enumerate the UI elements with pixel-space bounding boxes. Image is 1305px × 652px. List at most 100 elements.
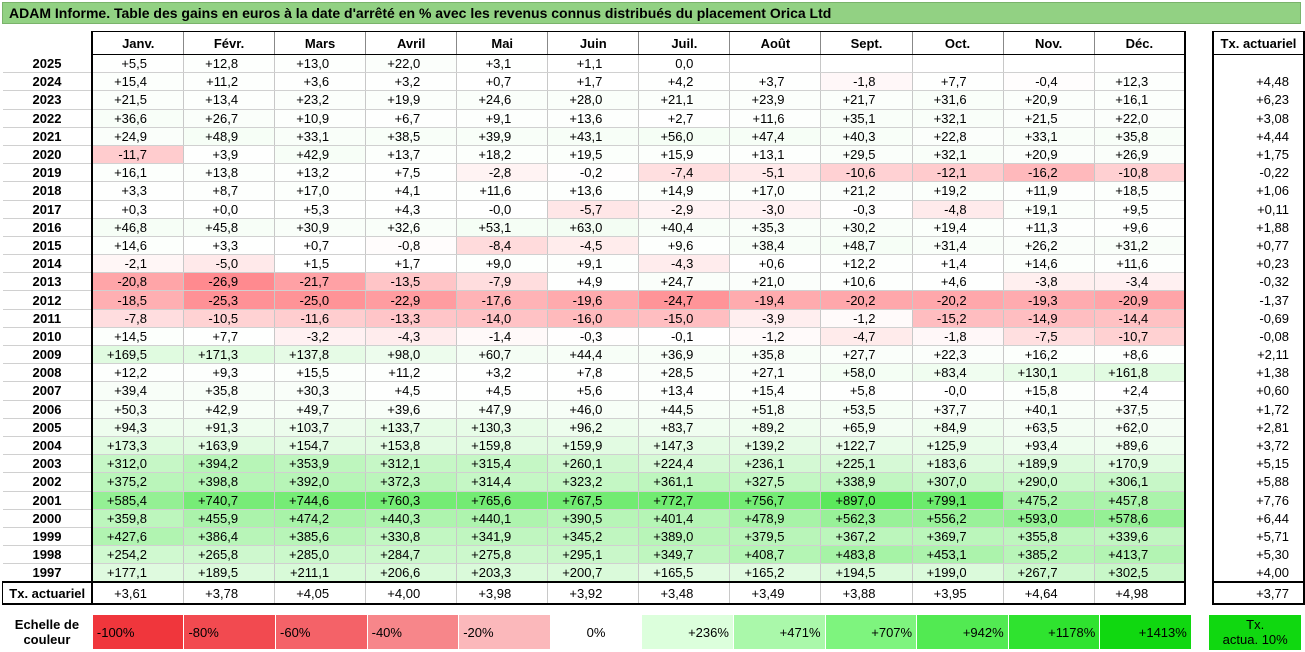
- value-cell: +153,8: [365, 436, 457, 456]
- value-cell: +1,4: [911, 254, 1004, 274]
- value-cell: +306,1: [1093, 472, 1187, 492]
- ta-cell: +0,11: [1211, 200, 1305, 219]
- ta-cell: +3,08: [1211, 109, 1305, 128]
- footer-cell: +4,98: [1093, 581, 1187, 606]
- value-cell: +260,1: [547, 454, 639, 474]
- table-row: 2023 +21,5 +13,4 +23,2 +19,9 +24,6 +28,0 +21,1 +…: [2, 90, 1305, 110]
- value-cell: -14,4: [1093, 309, 1187, 328]
- value-cell: +125,9: [911, 436, 1004, 456]
- value-cell: +53,5: [820, 400, 912, 419]
- value-cell: -24,7: [638, 290, 730, 310]
- value-cell: -11,6: [274, 309, 366, 328]
- value-cell: -0,1: [638, 327, 730, 347]
- value-cell: +4,5: [456, 381, 548, 401]
- value-cell: +159,8: [456, 436, 548, 456]
- value-cell: +44,5: [638, 400, 730, 419]
- value-cell: +46,8: [91, 218, 184, 237]
- value-cell: +386,4: [182, 527, 275, 547]
- footer-ta-cell: +3,77: [1211, 581, 1305, 606]
- value-cell: +453,1: [911, 545, 1004, 565]
- page-title: ADAM Informe. Table des gains en euros à…: [2, 2, 1301, 24]
- value-cell: +367,2: [820, 527, 912, 547]
- footer-cell: +3,95: [911, 581, 1004, 606]
- value-cell: +897,0: [820, 491, 912, 510]
- value-cell: +31,6: [911, 90, 1004, 110]
- column-gap: [1185, 200, 1213, 218]
- value-cell: +323,2: [547, 472, 639, 492]
- value-cell: +62,0: [1093, 418, 1187, 437]
- footer-cell: +4,05: [274, 581, 366, 606]
- value-cell: +349,7: [638, 545, 730, 565]
- column-gap: [1185, 236, 1213, 254]
- scale-swatch: 0%: [549, 614, 643, 650]
- table-row: 2021 +24,9 +48,9 +33,1 +38,5 +39,9 +43,1 +56,0 +…: [2, 127, 1305, 146]
- color-scale: Echelle de couleur -100% -80% -60% -40% -20%…: [2, 614, 1301, 650]
- table-row: 2019 +16,1 +13,8 +13,2 +7,5 -2,8 -0,2 -7,4 -5,1-…: [2, 163, 1305, 183]
- value-cell: [820, 54, 912, 74]
- value-cell: +16,1: [91, 163, 184, 183]
- value-cell: -20,8: [91, 272, 184, 292]
- column-gap: [1185, 109, 1213, 127]
- value-cell: +327,5: [729, 472, 821, 492]
- value-cell: +5,6: [547, 381, 639, 401]
- value-cell: -15,2: [911, 309, 1004, 328]
- month-header: Août: [729, 31, 821, 55]
- year-cell: 2021: [2, 127, 93, 146]
- value-cell: +1,7: [365, 254, 457, 274]
- value-cell: +562,3: [820, 509, 912, 528]
- month-header: Mars: [274, 31, 366, 55]
- column-gap: [1185, 91, 1213, 109]
- value-cell: [1093, 54, 1187, 74]
- scale-swatch: +942%: [916, 614, 1009, 650]
- column-gap: [1185, 182, 1213, 200]
- year-cell: 2004: [2, 436, 93, 456]
- value-cell: +4,6: [911, 272, 1004, 292]
- value-cell: -14,9: [1002, 309, 1095, 328]
- value-cell: +593,0: [1002, 509, 1095, 528]
- value-cell: +15,4: [91, 72, 184, 92]
- value-cell: +28,0: [547, 90, 639, 110]
- year-cell: 2006: [2, 400, 93, 419]
- value-cell: -1,4: [456, 327, 548, 347]
- year-cell: 1998: [2, 545, 93, 565]
- value-cell: -1,8: [820, 72, 912, 92]
- value-cell: +22,8: [911, 127, 1004, 146]
- value-cell: +39,6: [365, 400, 457, 419]
- year-cell: 2020: [2, 145, 93, 165]
- month-header: Févr.: [182, 31, 275, 55]
- color-scale-row: Echelle de couleur -100% -80% -60% -40% -20%…: [2, 614, 1301, 650]
- value-cell: -2,1: [91, 254, 184, 274]
- month-header: Juin: [547, 31, 639, 55]
- value-cell: -0,8: [365, 236, 457, 256]
- table-row: 2000 +359,8 +455,9 +474,2 +440,3 +440,1 +390,5…: [2, 509, 1305, 528]
- scale-swatch: +1178%: [1007, 614, 1101, 650]
- scale-swatch: -60%: [275, 614, 368, 650]
- value-cell: +21,1: [638, 90, 730, 110]
- value-cell: +103,7: [274, 418, 366, 437]
- value-cell: -18,5: [91, 290, 184, 310]
- value-cell: -10,7: [1093, 327, 1187, 347]
- color-scale-label: Echelle de couleur: [2, 615, 92, 650]
- value-cell: -17,6: [456, 290, 548, 310]
- value-cell: +21,7: [820, 90, 912, 110]
- value-cell: +5,8: [820, 381, 912, 401]
- value-cell: +390,5: [547, 509, 639, 528]
- value-cell: +22,0: [365, 54, 457, 74]
- value-cell: +361,1: [638, 472, 730, 492]
- value-cell: +7,5: [365, 163, 457, 183]
- value-cell: +35,8: [1093, 127, 1187, 146]
- value-cell: +51,8: [729, 400, 821, 419]
- footer-cell: +3,48: [638, 581, 730, 606]
- value-cell: +35,3: [729, 218, 821, 237]
- value-cell: -10,6: [820, 163, 912, 183]
- value-cell: +7,8: [547, 363, 639, 383]
- value-cell: +14,6: [91, 236, 184, 256]
- value-cell: +2,4: [1093, 381, 1187, 401]
- column-gap: [1185, 327, 1213, 345]
- value-cell: +44,4: [547, 345, 639, 365]
- value-cell: -19,4: [729, 290, 821, 310]
- value-cell: -1,2: [820, 309, 912, 328]
- value-cell: +767,5: [547, 491, 639, 510]
- value-cell: +339,6: [1093, 527, 1187, 547]
- value-cell: +24,7: [638, 272, 730, 292]
